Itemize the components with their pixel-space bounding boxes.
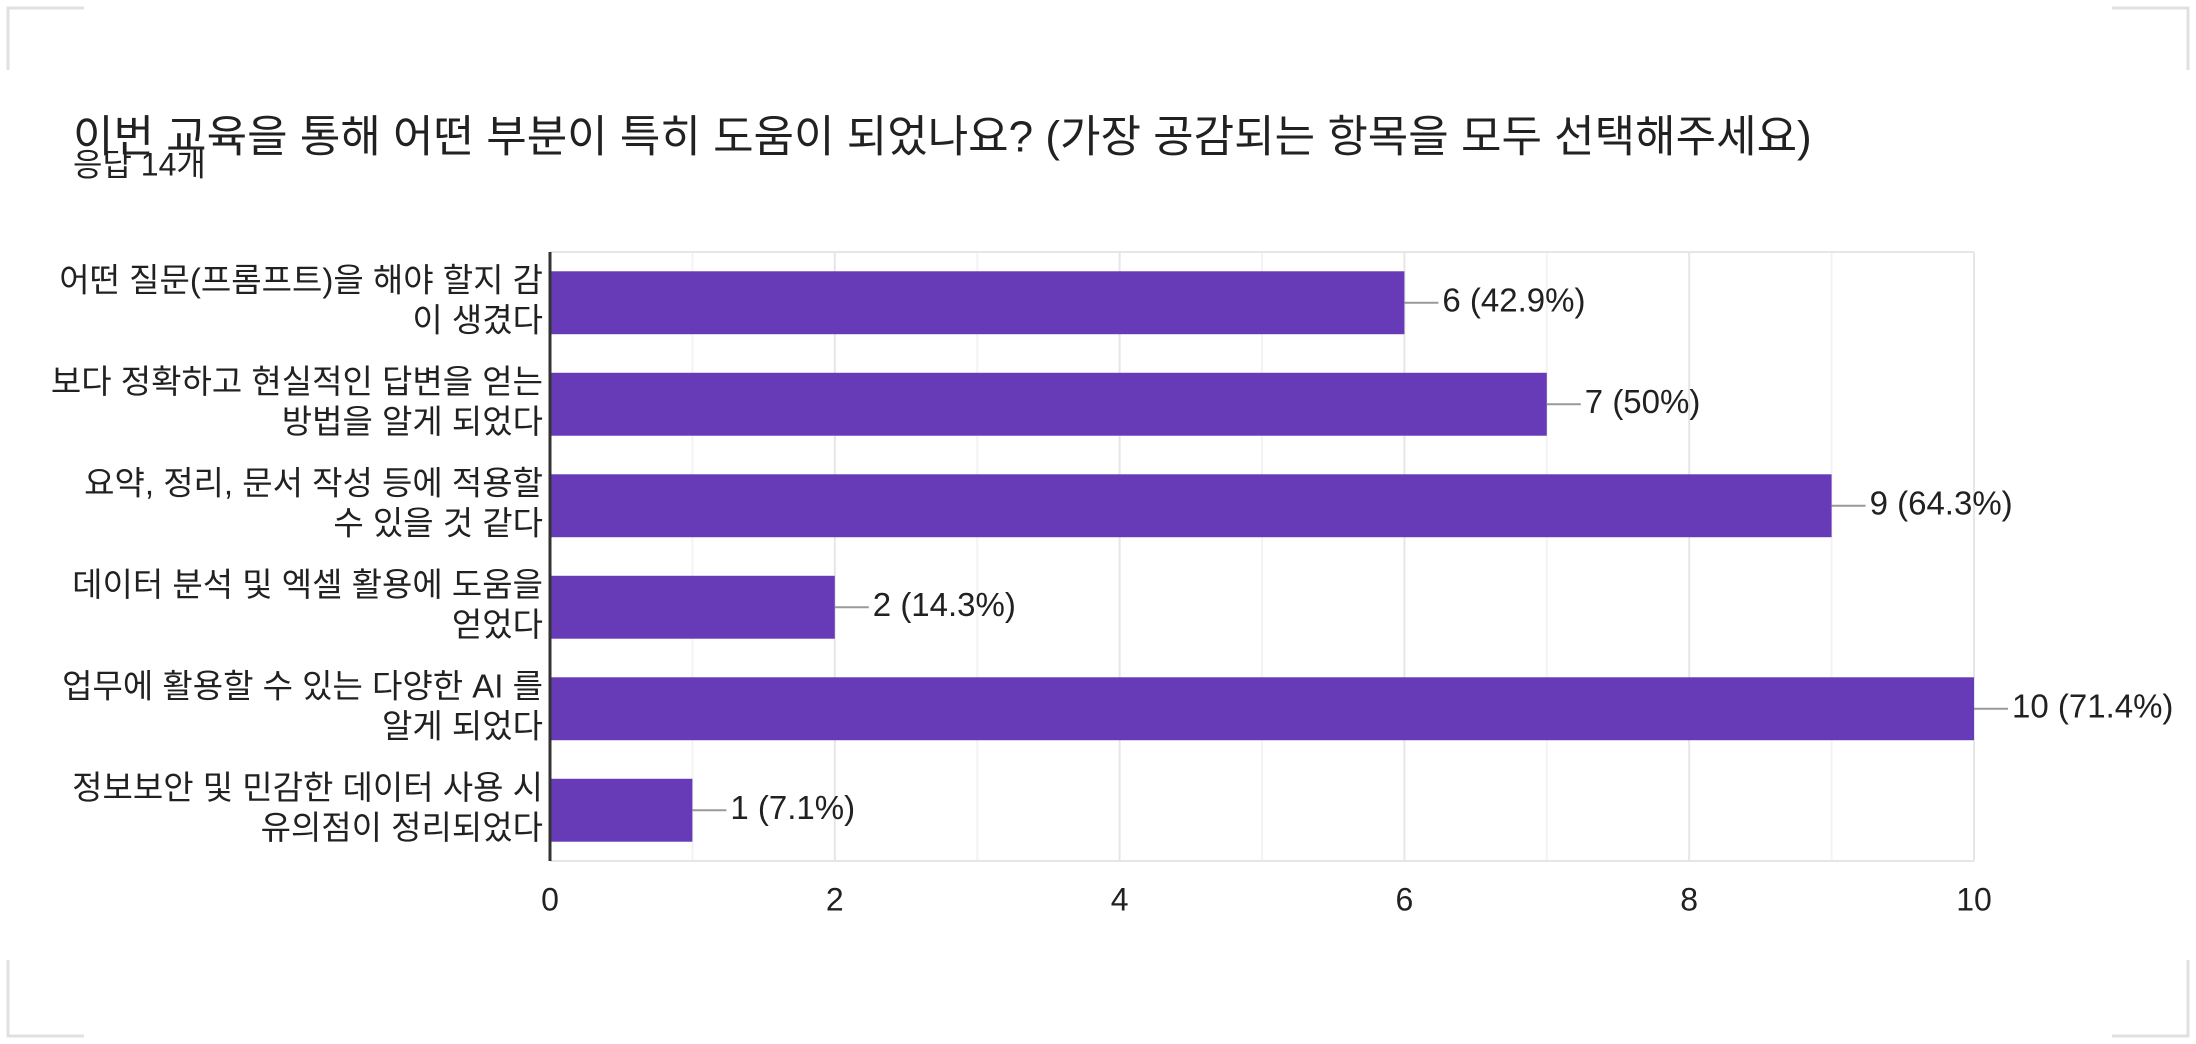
category-label: 수 있을 것 같다 [333,504,543,541]
bar [550,474,1832,538]
value-label: 7 (50%) [1585,383,1701,420]
category-label: 정보보안 및 민감한 데이터 사용 시 [72,769,543,806]
x-tick-label: 4 [1111,881,1129,917]
category-label: 방법을 알게 되었다 [282,403,543,440]
chart-title: 이번 교육을 통해 어떤 부분이 특히 도움이 되었나요? (가장 공감되는 항… [73,113,1812,162]
category-label: 데이터 분석 및 엑셀 활용에 도움을 [72,566,543,603]
x-tick-label: 2 [826,881,844,917]
x-tick-label: 6 [1396,881,1414,917]
category-label: 보다 정확하고 현실적인 답변을 얻는 [51,363,543,400]
value-label: 10 (71.4%) [2012,687,2173,724]
value-label: 2 (14.3%) [873,586,1016,623]
category-label: 알게 되었다 [382,707,543,744]
bar [550,677,1974,741]
bar [550,575,835,639]
category-label: 업무에 활용할 수 있는 다양한 AI 를 [62,667,543,704]
category-label: 유의점이 정리되었다 [261,809,543,846]
category-label: 얻었다 [452,606,543,643]
x-tick-label: 10 [1956,881,1992,917]
bar [550,271,1405,335]
x-tick-label: 0 [541,881,559,917]
category-label: 어떤 질문(프롬프트)을 해야 할지 감 [59,261,543,298]
bar [550,372,1547,436]
frame-corners [6,6,2190,1038]
x-tick-label: 8 [1680,881,1698,917]
chart-subtitle: 응답 14개 [73,146,206,182]
category-label: 요약, 정리, 문서 작성 등에 적용할 [84,464,543,501]
category-label: 이 생겼다 [412,301,543,338]
value-label: 9 (64.3%) [1870,484,2013,521]
value-label: 1 (7.1%) [730,789,855,826]
bar [550,778,693,842]
value-label: 6 (42.9%) [1442,281,1585,318]
